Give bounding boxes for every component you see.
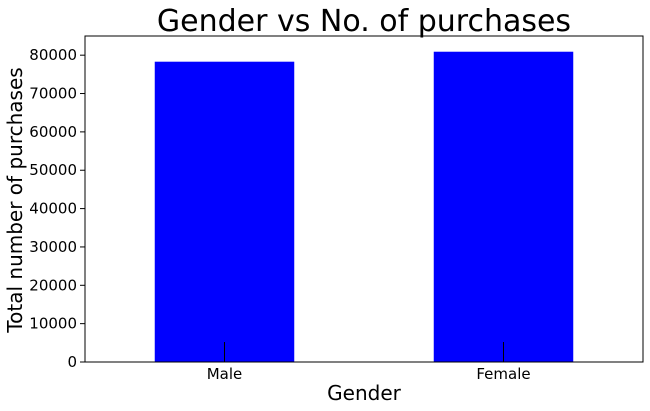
y-tick-label: 20000 bbox=[29, 276, 77, 294]
y-tick-label: 30000 bbox=[29, 238, 77, 256]
y-axis-label: Total number of purchases bbox=[3, 67, 27, 333]
y-tick-label: 80000 bbox=[29, 46, 77, 64]
x-axis-label: Gender bbox=[327, 381, 401, 405]
x-ticks: Male Female bbox=[207, 342, 531, 383]
y-tick-label: 70000 bbox=[29, 85, 77, 103]
y-tick-label: 40000 bbox=[29, 200, 77, 218]
chart-title: Gender vs No. of purchases bbox=[157, 4, 571, 39]
bar-female bbox=[433, 51, 574, 363]
x-tick-label: Female bbox=[476, 365, 530, 383]
y-tick-label: 60000 bbox=[29, 123, 77, 141]
bar-male bbox=[154, 61, 295, 362]
x-tick-label: Male bbox=[207, 365, 243, 383]
y-tick-label: 50000 bbox=[29, 161, 77, 179]
y-tick-label: 0 bbox=[67, 353, 77, 371]
y-ticks: 0 10000 20000 30000 40000 50000 60000 70000 8000… bbox=[29, 46, 85, 371]
plot-frame bbox=[84, 35, 644, 363]
bars-layer bbox=[154, 51, 574, 363]
y-tick-label: 10000 bbox=[29, 315, 77, 333]
